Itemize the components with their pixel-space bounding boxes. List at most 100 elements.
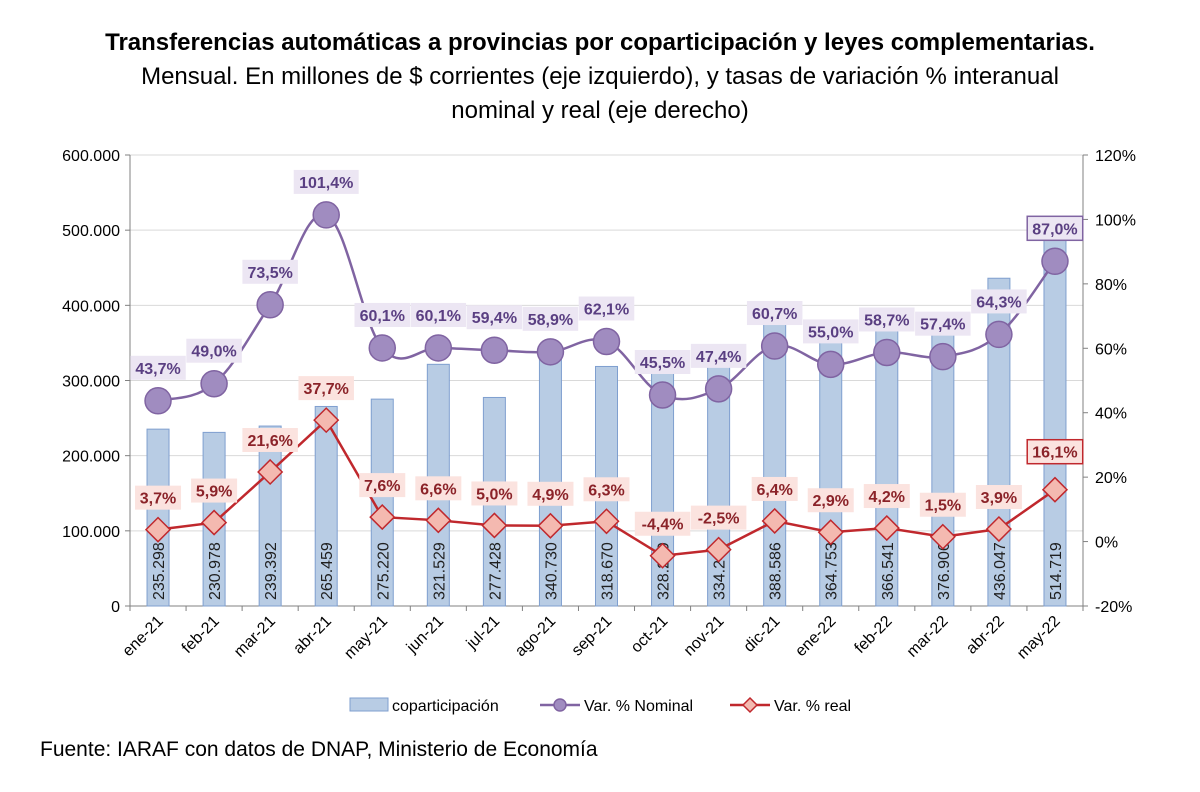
nominal-point — [704, 375, 733, 403]
nominal-point — [816, 350, 845, 379]
left-axis-tick-label: 200.000 — [62, 449, 120, 466]
nominal-data-label: 60,1% — [416, 308, 461, 325]
real-data-label: 5,0% — [476, 486, 512, 503]
x-axis-tick-label: mar-22 — [904, 613, 952, 661]
real-data-label-bg — [919, 492, 966, 517]
real-point — [257, 458, 284, 486]
real-data-label: -2,5% — [698, 511, 740, 528]
right-axis-tick-label: 100% — [1095, 212, 1136, 229]
legend-marker-real — [741, 696, 759, 714]
nominal-data-label: 57,4% — [920, 317, 965, 334]
nominal-data-label-bg — [354, 302, 411, 327]
real-point — [929, 523, 956, 550]
left-axis-tick-label: 600.000 — [62, 148, 120, 165]
real-data-label: 4,2% — [869, 489, 905, 506]
nominal-data-label: 64,3% — [976, 294, 1021, 311]
real-data-label-bg — [634, 511, 691, 536]
real-data-label: 2,9% — [813, 493, 849, 510]
real-data-label: 3,9% — [981, 490, 1017, 507]
real-point — [537, 512, 564, 539]
right-axis-tick-label: 0% — [1095, 535, 1118, 552]
legend-marker-nominal — [553, 698, 567, 712]
bar-data-label: 436.047 — [992, 542, 1009, 600]
real-data-label: 37,7% — [304, 381, 349, 398]
x-axis-tick-label: sep-21 — [569, 613, 616, 660]
chart-subtitle-line1: Mensual. En millones de $ corrientes (ej… — [141, 63, 1059, 90]
real-data-label: 6,6% — [420, 481, 456, 498]
nominal-data-label-bg — [242, 259, 298, 284]
real-data-label-bg — [415, 476, 462, 501]
real-data-label-bg — [191, 478, 238, 503]
x-axis-tick-label: feb-22 — [852, 613, 896, 657]
left-axis-tick-label: 100.000 — [62, 524, 120, 541]
x-axis-tick-label: oct-21 — [628, 613, 672, 657]
real-data-label-bg — [807, 488, 854, 513]
nominal-data-label: 58,7% — [864, 312, 909, 329]
real-point — [201, 509, 228, 536]
right-axis-tick-label: 20% — [1095, 470, 1127, 487]
nominal-point — [1041, 247, 1069, 276]
nominal-point — [256, 291, 284, 319]
bar-data-label: 318.670 — [600, 542, 617, 600]
nominal-point — [536, 338, 565, 366]
nominal-data-label: 49,0% — [191, 344, 236, 361]
x-axis-tick-label: feb-21 — [179, 613, 223, 657]
left-axis-tick-label: 0 — [111, 599, 120, 616]
nominal-point — [424, 334, 453, 362]
bar-data-label: 388.586 — [768, 542, 785, 600]
right-axis-tick-label: 60% — [1095, 341, 1127, 358]
nominal-point — [929, 342, 957, 371]
real-point — [144, 516, 172, 543]
nominal-data-label-bg — [522, 306, 579, 331]
nominal-data-label: 60,7% — [752, 306, 797, 323]
nominal-point — [760, 332, 789, 360]
nominal-point — [312, 201, 340, 229]
real-point — [705, 536, 732, 563]
real-data-label: 16,1% — [1032, 445, 1077, 462]
real-point — [873, 514, 900, 542]
nominal-point — [873, 338, 901, 367]
real-data-label: -4,4% — [642, 517, 684, 534]
nominal-data-label: 60,1% — [360, 308, 405, 325]
nominal-data-label-bg — [578, 296, 635, 321]
nominal-point — [592, 327, 621, 356]
real-data-label-bg — [298, 376, 354, 401]
real-data-label: 6,3% — [588, 482, 624, 499]
real-point — [649, 542, 676, 569]
real-data-label: 7,6% — [364, 478, 400, 495]
nominal-point — [648, 381, 677, 409]
x-axis-tick-label: ene-22 — [792, 613, 839, 660]
bar-data-label: 265.459 — [319, 542, 336, 600]
nominal-data-label-bg — [971, 289, 1027, 314]
right-axis-tick-label: -20% — [1095, 599, 1132, 616]
real-point — [985, 515, 1012, 543]
nominal-data-label: 62,1% — [584, 302, 629, 319]
nominal-data-label-bg — [410, 302, 467, 327]
real-point — [369, 504, 396, 531]
nominal-data-label-bg — [802, 319, 859, 344]
nominal-data-label-bg — [293, 169, 359, 194]
real-data-label-bg — [242, 427, 298, 452]
x-axis-tick-label: jun-21 — [403, 613, 447, 657]
x-axis-tick-label: ago-21 — [512, 613, 559, 660]
real-data-label-bg — [359, 473, 406, 498]
real-data-label-bg — [690, 505, 747, 530]
bar-data-label: 514.719 — [1048, 542, 1065, 600]
real-point — [1041, 476, 1069, 503]
nominal-point — [144, 387, 172, 415]
nominal-data-label-bg — [690, 343, 747, 368]
bar-data-label: 277.428 — [487, 542, 504, 600]
real-data-label: 1,5% — [925, 498, 961, 515]
bar — [314, 405, 338, 607]
real-data-label-bg — [1026, 438, 1084, 465]
real-data-label: 6,4% — [756, 482, 792, 499]
real-data-label-bg — [975, 485, 1022, 510]
real-point — [593, 508, 620, 535]
real-data-label: 21,6% — [247, 433, 292, 450]
legend-label-nominal: Var. % Nominal — [584, 698, 693, 715]
bar-data-label: 364.753 — [824, 542, 841, 600]
right-axis-tick-label: 40% — [1095, 406, 1127, 423]
legend-swatch-coparticipacion — [349, 697, 389, 712]
chart-subtitle-line2: nominal y real (eje derecho) — [451, 97, 749, 124]
real-point — [817, 519, 844, 546]
